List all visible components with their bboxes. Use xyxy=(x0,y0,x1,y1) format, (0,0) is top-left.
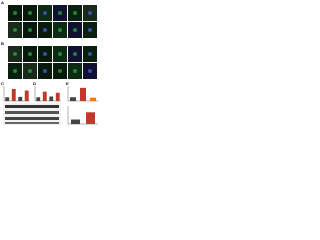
blot-band xyxy=(5,105,59,108)
panel-label: A xyxy=(1,0,4,5)
bar xyxy=(18,96,23,101)
bar-chart xyxy=(3,86,30,102)
blot-band xyxy=(5,111,59,114)
cell-signal xyxy=(58,52,62,56)
cell-signal xyxy=(28,28,32,32)
cell-signal xyxy=(73,52,77,56)
cell-signal xyxy=(43,11,47,15)
cell-signal xyxy=(43,28,47,32)
cell-signal xyxy=(43,52,47,56)
cell-signal xyxy=(43,69,47,73)
cell-signal xyxy=(88,11,92,15)
bar xyxy=(55,92,60,101)
bar xyxy=(5,97,10,101)
bar xyxy=(71,119,80,124)
cell-signal xyxy=(13,11,17,15)
bar xyxy=(86,112,95,124)
blot-band xyxy=(5,117,59,120)
bar xyxy=(36,97,41,101)
cell-signal xyxy=(73,69,77,73)
cell-signal xyxy=(73,11,77,15)
bar xyxy=(42,91,47,101)
cell-signal xyxy=(88,28,92,32)
bar xyxy=(11,89,16,101)
bar xyxy=(49,96,54,101)
bar xyxy=(90,97,96,101)
panel-label: D xyxy=(33,81,36,86)
micrographs xyxy=(8,5,97,79)
cell-signal xyxy=(58,28,62,32)
cell-signal xyxy=(88,69,92,73)
cell-signal xyxy=(13,52,17,56)
western-blot xyxy=(3,103,61,125)
cell-signal xyxy=(13,28,17,32)
panel-label: C xyxy=(1,81,4,86)
bar-chart xyxy=(67,106,98,125)
cell-signal xyxy=(28,52,32,56)
cell-signal xyxy=(13,69,17,73)
cell-signal xyxy=(28,69,32,73)
bar-chart xyxy=(67,86,98,102)
panel-label: B xyxy=(1,41,4,46)
cell-signal xyxy=(88,52,92,56)
panel-label: E xyxy=(66,81,69,86)
blot-band xyxy=(5,122,59,124)
bar xyxy=(80,87,86,101)
cell-signal xyxy=(58,11,62,15)
bar xyxy=(70,97,76,101)
bar-chart xyxy=(34,86,61,102)
cell-signal xyxy=(58,69,62,73)
cell-signal xyxy=(28,11,32,15)
figure: A B C D E xyxy=(1,0,98,125)
cell-signal xyxy=(73,28,77,32)
bar xyxy=(24,90,29,101)
